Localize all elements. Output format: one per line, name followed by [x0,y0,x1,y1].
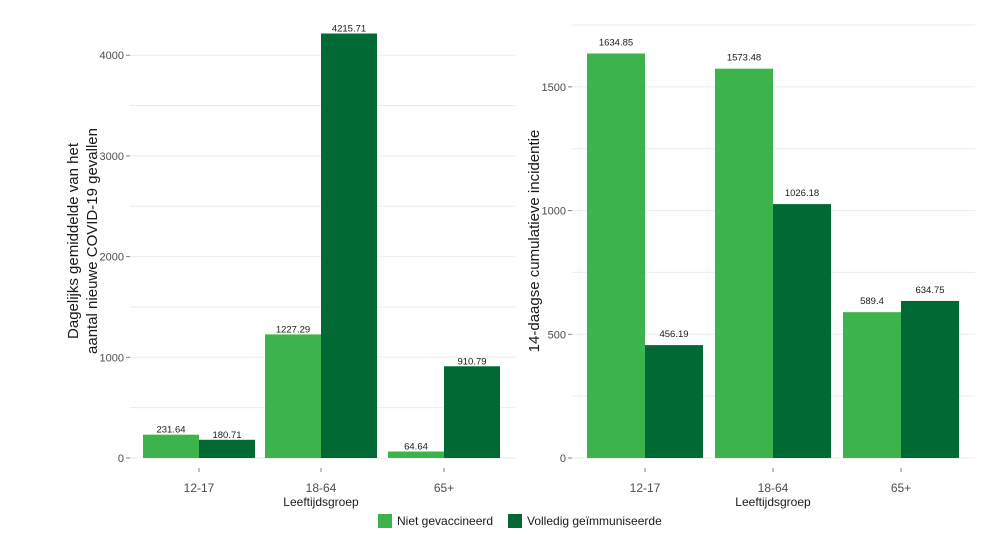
y-tick-label: 4000 [100,50,124,62]
chart-panel-cumulative-incidence: 0 500 1000 1500 1634.85 456.19 12-17 1573.48 102… [526,24,975,509]
legend-swatch-niet-gevaccineerd [378,514,392,528]
y-tick-label: 1000 [542,206,566,218]
data-label: 589.4 [860,296,884,307]
chart-legend: Niet gevaccineerd Volledig geïmmuniseerd… [378,514,662,528]
data-label: 231.64 [156,425,185,436]
y-tick-label: 0 [118,453,124,465]
chart-panel-daily-average: 0 1000 2000 3000 4000 231.64 180.71 12-17 1227.2… [65,23,515,509]
y-tick-label: 1000 [100,352,124,364]
data-label: 180.71 [212,430,241,441]
y-tick-label: 500 [548,329,566,341]
bar-niet-gevaccineerd-18-64 [715,68,773,459]
data-label: 910.79 [457,356,486,367]
data-label: 634.75 [915,285,944,296]
y-tick-label: 2000 [100,252,124,264]
data-label: 4215.71 [332,23,366,34]
x-tick-label: 12-17 [184,481,215,495]
data-label: 1026.18 [785,188,819,199]
x-tick-label: 18-64 [758,481,789,495]
bar-volledig-geimmuniseerde-12-17 [199,439,255,458]
y-tick-label: 0 [560,453,566,465]
y-axis-title: Dagelijks gemiddelde van het [65,142,82,339]
bar-niet-gevaccineerd-12-17 [587,53,645,459]
x-axis-title: Leeftijdsgroep [283,495,359,509]
data-label: 1634.85 [599,37,633,48]
bar-niet-gevaccineerd-12-17 [143,434,199,458]
y-axis-title: aantal nieuwe COVID-19 gevallen [84,128,101,354]
x-tick-label: 12-17 [630,481,661,495]
bar-volledig-geimmuniseerde-18-64 [321,33,377,459]
data-label: 1227.29 [276,324,310,335]
bar-volledig-geimmuniseerde-18-64 [773,204,831,458]
y-tick-label: 1500 [542,82,566,94]
data-label: 456.19 [659,329,688,340]
bar-volledig-geimmuniseerde-65+ [901,300,959,458]
legend-label-niet-gevaccineerd: Niet gevaccineerd [397,514,493,528]
bar-niet-gevaccineerd-65+ [388,451,444,458]
legend-swatch-volledig-geimmuniseerde [508,514,522,528]
bar-volledig-geimmuniseerde-12-17 [645,345,703,458]
x-tick-label: 65+ [434,481,454,495]
x-tick-label: 18-64 [306,481,337,495]
y-axis-title: 14-daagse cumulatieve incidentie [526,130,543,353]
data-label: 1573.48 [727,53,761,64]
y-tick-label: 3000 [100,151,124,163]
data-label: 64.64 [404,441,428,452]
bar-volledig-geimmuniseerde-65+ [444,366,500,458]
legend-label-volledig-geimmuniseerde: Volledig geïmmuniseerde [527,514,662,528]
x-axis-title: Leeftijdsgroep [735,495,811,509]
bar-niet-gevaccineerd-65+ [843,312,901,458]
x-tick-label: 65+ [891,481,911,495]
bar-niet-gevaccineerd-18-64 [265,334,321,458]
